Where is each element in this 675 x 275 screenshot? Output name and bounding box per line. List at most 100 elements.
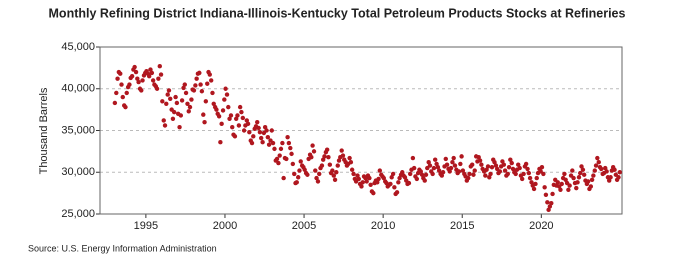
data-point [546,207,551,213]
data-point [349,167,355,172]
data-point [240,115,246,121]
data-point [168,96,173,101]
data-point [335,163,340,168]
data-point [210,90,215,96]
data-point [274,156,280,162]
data-point [407,171,413,177]
data-point [207,72,212,77]
data-point [148,67,153,72]
data-point [193,83,198,88]
data-point [330,168,335,173]
data-point [219,121,224,127]
data-point [305,172,310,177]
data-point [245,121,251,127]
data-point [313,168,318,173]
data-point [612,167,617,172]
data-point [529,180,534,185]
data-point [115,76,120,81]
data-point [517,165,522,171]
data-point [448,165,454,171]
data-point [419,172,425,177]
data-point [563,177,568,182]
data-point [269,128,274,133]
data-point [209,78,214,83]
data-point [249,140,255,146]
data-point [194,76,199,81]
data-point [476,155,481,160]
data-point [227,116,232,122]
data-point [525,166,530,172]
data-point [523,161,529,167]
data-point [497,169,503,174]
data-point [320,157,326,162]
data-point [484,167,489,172]
data-point [124,90,129,96]
data-point [487,175,492,180]
data-point [235,113,240,118]
y-tick-label: 25,000 [61,208,95,220]
data-point [118,71,123,76]
y-tick-label: 30,000 [61,166,95,178]
data-point [262,124,268,130]
data-point [414,176,420,182]
data-point [230,124,235,130]
data-point [430,171,435,177]
data-point [347,155,352,161]
data-point [431,165,437,171]
data-point [466,175,471,181]
data-point [216,114,222,119]
data-point [189,97,194,102]
data-point [182,82,187,87]
data-point [289,151,294,157]
data-point [571,175,576,181]
data-point [149,70,155,76]
data-point [477,158,483,163]
chart-title: Monthly Refining District Indiana-Illino… [49,6,626,20]
data-point [186,109,191,114]
data-point [270,140,276,146]
data-point [139,88,144,93]
data-point [123,104,128,110]
x-tick-label: 1995 [134,220,158,232]
data-point [549,200,554,206]
data-point [288,145,293,151]
data-point [285,134,290,140]
data-point [265,134,271,140]
data-point [579,164,584,169]
data-point [397,175,402,181]
y-axis-label: Thousand Barrels [38,87,50,174]
x-tick-label: 2000 [213,220,237,232]
data-point [389,175,394,180]
data-point [326,155,331,160]
data-point [170,116,176,122]
data-point [339,148,344,153]
data-point [356,176,361,182]
data-point [596,160,601,165]
data-point [458,161,463,167]
data-point [211,101,216,106]
data-point [181,85,186,91]
data-point [226,104,231,110]
data-point [205,81,210,86]
data-point [364,179,369,184]
data-point [154,86,160,91]
data-point [422,178,427,183]
data-point [260,139,265,145]
data-point [539,165,545,170]
data-point [418,169,423,174]
data-point [545,200,550,205]
data-point [277,153,282,158]
data-point [456,169,462,174]
data-point [576,175,582,180]
data-point [309,155,314,160]
data-point [459,154,464,159]
data-point [471,172,476,177]
data-point [500,159,505,164]
data-point [589,177,595,182]
data-point [406,180,412,186]
data-point [483,173,488,178]
data-point [302,167,307,172]
data-point [171,109,177,115]
data-point [367,175,372,181]
data-point [542,185,547,190]
